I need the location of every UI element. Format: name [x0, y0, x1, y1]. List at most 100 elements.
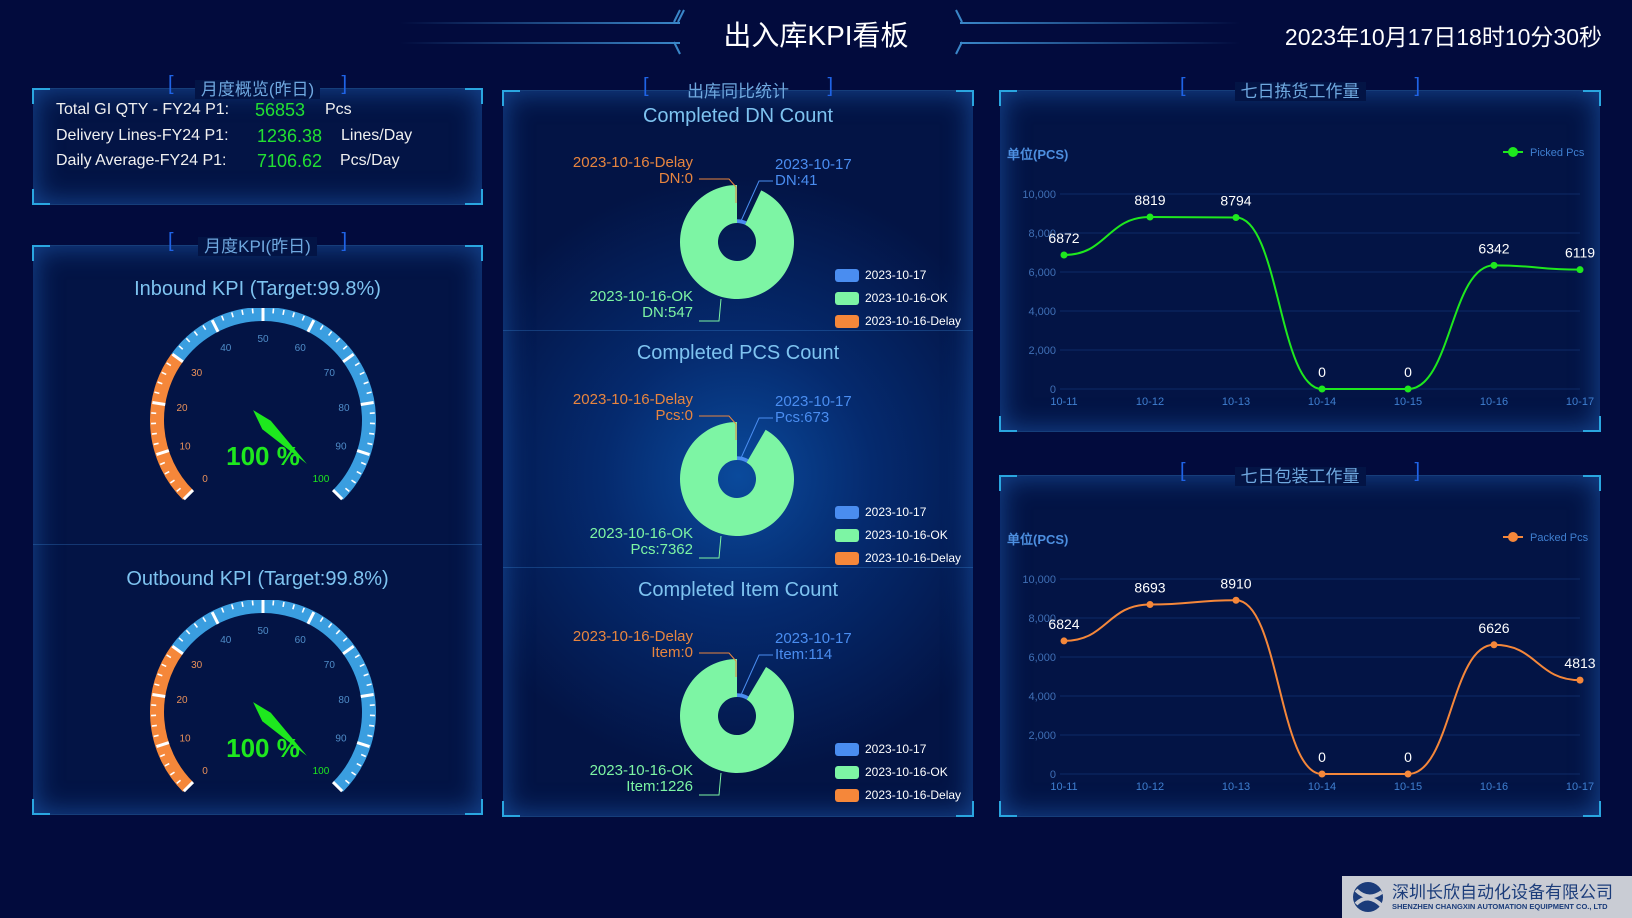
- legend-item[interactable]: 2023-10-16-Delay: [835, 551, 961, 565]
- x-tick-label: 10-17: [1566, 396, 1594, 408]
- data-point: [1060, 637, 1068, 645]
- gauge-tick: [327, 623, 333, 628]
- gauge-tick: [367, 442, 373, 446]
- legend-item[interactable]: 2023-10-16-OK: [835, 765, 948, 779]
- gauge-tick: [363, 673, 369, 677]
- pie-label-ok: 2023-10-16-OK Pcs:7362: [589, 525, 693, 558]
- gauge-tick: [202, 325, 207, 331]
- leader-line-today: [740, 180, 773, 222]
- gauge-tick: [185, 629, 191, 635]
- gauge-tick: [210, 319, 220, 333]
- gauge-tick: [363, 381, 369, 385]
- gauge-tick: [182, 780, 195, 793]
- divider: [503, 567, 973, 568]
- data-label: 0: [1404, 364, 1412, 380]
- gauge-tick: [178, 345, 184, 350]
- legend-item[interactable]: 2023-10-17: [835, 505, 926, 519]
- gauge-tick: [164, 762, 170, 767]
- gauge-band-high: [171, 600, 376, 792]
- gauge-tick: [166, 654, 172, 659]
- header-deco-line: [400, 22, 680, 24]
- gauge-tick: [210, 611, 220, 625]
- data-point: [1232, 596, 1240, 604]
- gauge-tick: [156, 449, 170, 457]
- gauge-tick: [292, 604, 296, 610]
- y-tick-label: 0: [1050, 384, 1056, 396]
- gauge-tick: [292, 312, 296, 318]
- gauge-tick: [359, 371, 365, 376]
- data-label: 6119: [1565, 245, 1595, 261]
- data-label: 6342: [1478, 240, 1509, 256]
- gauge-tick: [176, 487, 182, 493]
- gauge-tick: [159, 753, 166, 758]
- x-tick-label: 10-16: [1480, 781, 1508, 793]
- legend-item[interactable]: 2023-10-16-OK: [835, 528, 948, 542]
- x-tick-label: 10-14: [1308, 781, 1336, 793]
- gauge-tick: [193, 331, 199, 336]
- gauge-tick: [369, 724, 375, 727]
- gauge-tick-label: 30: [191, 660, 203, 671]
- gauge-tick: [356, 741, 370, 749]
- gauge-tick: [306, 611, 316, 625]
- gauge-tick-label: 10: [179, 733, 191, 744]
- header-deco-line: [960, 42, 1240, 44]
- y-tick-label: 2,000: [1028, 730, 1056, 742]
- y-tick-label: 6,000: [1028, 652, 1056, 664]
- data-point: [1318, 385, 1326, 393]
- gauge-tick: [159, 461, 166, 466]
- page-title: 出入库KPI看板: [723, 20, 909, 51]
- pie-slice: [737, 693, 749, 700]
- gauge-tick: [161, 371, 167, 376]
- gauge-tick: [342, 637, 348, 642]
- leader-line-delay: [699, 652, 737, 677]
- gauge-tick: [230, 604, 234, 610]
- gauge-tick: [306, 319, 316, 333]
- gauge-tick-label: 60: [295, 635, 307, 646]
- gauge-tick-label: 90: [335, 733, 347, 744]
- leader-line-today: [740, 417, 773, 459]
- outbound-kpi-title: Outbound KPI (Target:99.8%): [126, 568, 389, 590]
- pie-slice: [680, 659, 794, 773]
- legend-item[interactable]: 2023-10-17: [835, 742, 926, 756]
- gauge-tick: [360, 461, 367, 466]
- pie-slice: [737, 456, 749, 463]
- legend-item[interactable]: 2023-10-16-OK: [835, 291, 948, 305]
- picked-pcs-line-chart: 0 2,000 4,000 6,000 8,000 10,000 10-11 10-12 10-…: [1022, 147, 1595, 408]
- gauge-needle: [253, 702, 307, 756]
- divider: [503, 330, 973, 331]
- data-label: 6872: [1048, 230, 1079, 246]
- y-tick-label: 10,000: [1022, 189, 1056, 201]
- legend-label: 2023-10-16-Delay: [865, 314, 962, 328]
- gauge-tick-label: 50: [257, 626, 269, 637]
- legend-swatch: [835, 268, 859, 282]
- pie-title: Completed PCS Count: [636, 342, 840, 364]
- legend-item[interactable]: 2023-10-16-Delay: [835, 314, 961, 328]
- x-tick-label: 10-16: [1480, 396, 1508, 408]
- legend-swatch: [835, 291, 859, 305]
- x-tick-label: 10-14: [1308, 396, 1336, 408]
- y-tick-label: 4,000: [1028, 691, 1056, 703]
- legend-label: 2023-10-17: [865, 505, 927, 519]
- gauge-tick: [154, 683, 160, 687]
- gauge-tick: [282, 309, 285, 316]
- gauge-tick: [319, 325, 324, 331]
- gauge-tick: [331, 780, 344, 793]
- data-point: [1146, 213, 1154, 221]
- y-tick-label: 2,000: [1028, 345, 1056, 357]
- gauge-needle: [253, 410, 307, 464]
- legend-marker: [1508, 532, 1518, 542]
- legend-item[interactable]: 2023-10-17: [835, 268, 926, 282]
- gauge-tick: [301, 607, 305, 613]
- y-tick-label: 8,000: [1028, 228, 1056, 240]
- gauge-tick-label: 80: [338, 695, 350, 706]
- gauge-tick: [171, 644, 184, 656]
- data-label: 4813: [1564, 655, 1595, 671]
- gauge-tick: [153, 442, 159, 446]
- panel-heading: [月度KPI(昨日)]: [168, 230, 347, 256]
- overview-value: 56853: [255, 100, 306, 120]
- data-point: [1060, 251, 1068, 259]
- legend-item[interactable]: 2023-10-16-Delay: [835, 788, 961, 802]
- pie-chart: [680, 415, 794, 559]
- gauge-value: 100 %: [226, 441, 300, 471]
- unit-label: 单位(PCS): [1007, 532, 1069, 547]
